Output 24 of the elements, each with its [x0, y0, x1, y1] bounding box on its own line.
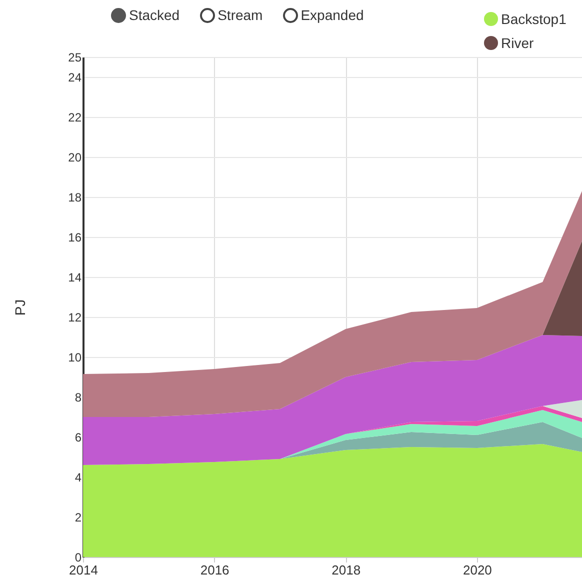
x-tick-label: 2016	[200, 562, 230, 578]
y-tick-label: 8	[74, 390, 82, 404]
y-tick-label: 16	[68, 230, 82, 244]
y-tick-label: 18	[68, 190, 82, 204]
y-tick-label: 4	[74, 470, 82, 484]
y-tick-label: 20	[68, 150, 82, 164]
y-tick-label: 24	[68, 70, 82, 84]
y-tick-label: 0	[74, 550, 82, 564]
y-tick-label: 6	[74, 430, 82, 444]
text: Stream	[218, 7, 263, 23]
y-tick-label: 10	[68, 350, 82, 364]
text: Stacked	[129, 7, 180, 23]
y-tick-label: 2	[74, 510, 82, 524]
x-tick-label: 2018	[332, 562, 361, 578]
y-tick-label: 14	[68, 270, 82, 284]
x-tick-label: 2014	[69, 562, 98, 578]
y-axis-title: PJ	[12, 299, 28, 316]
legend-label: Backstop1	[501, 11, 566, 27]
legend-label: River	[501, 35, 534, 51]
x-tick-label: 2020	[462, 562, 492, 578]
y-tick-label: 12	[68, 310, 82, 324]
y-tick-label: 22	[68, 110, 82, 124]
y-tick-label: 25	[68, 50, 82, 64]
text: Expanded	[300, 7, 364, 23]
